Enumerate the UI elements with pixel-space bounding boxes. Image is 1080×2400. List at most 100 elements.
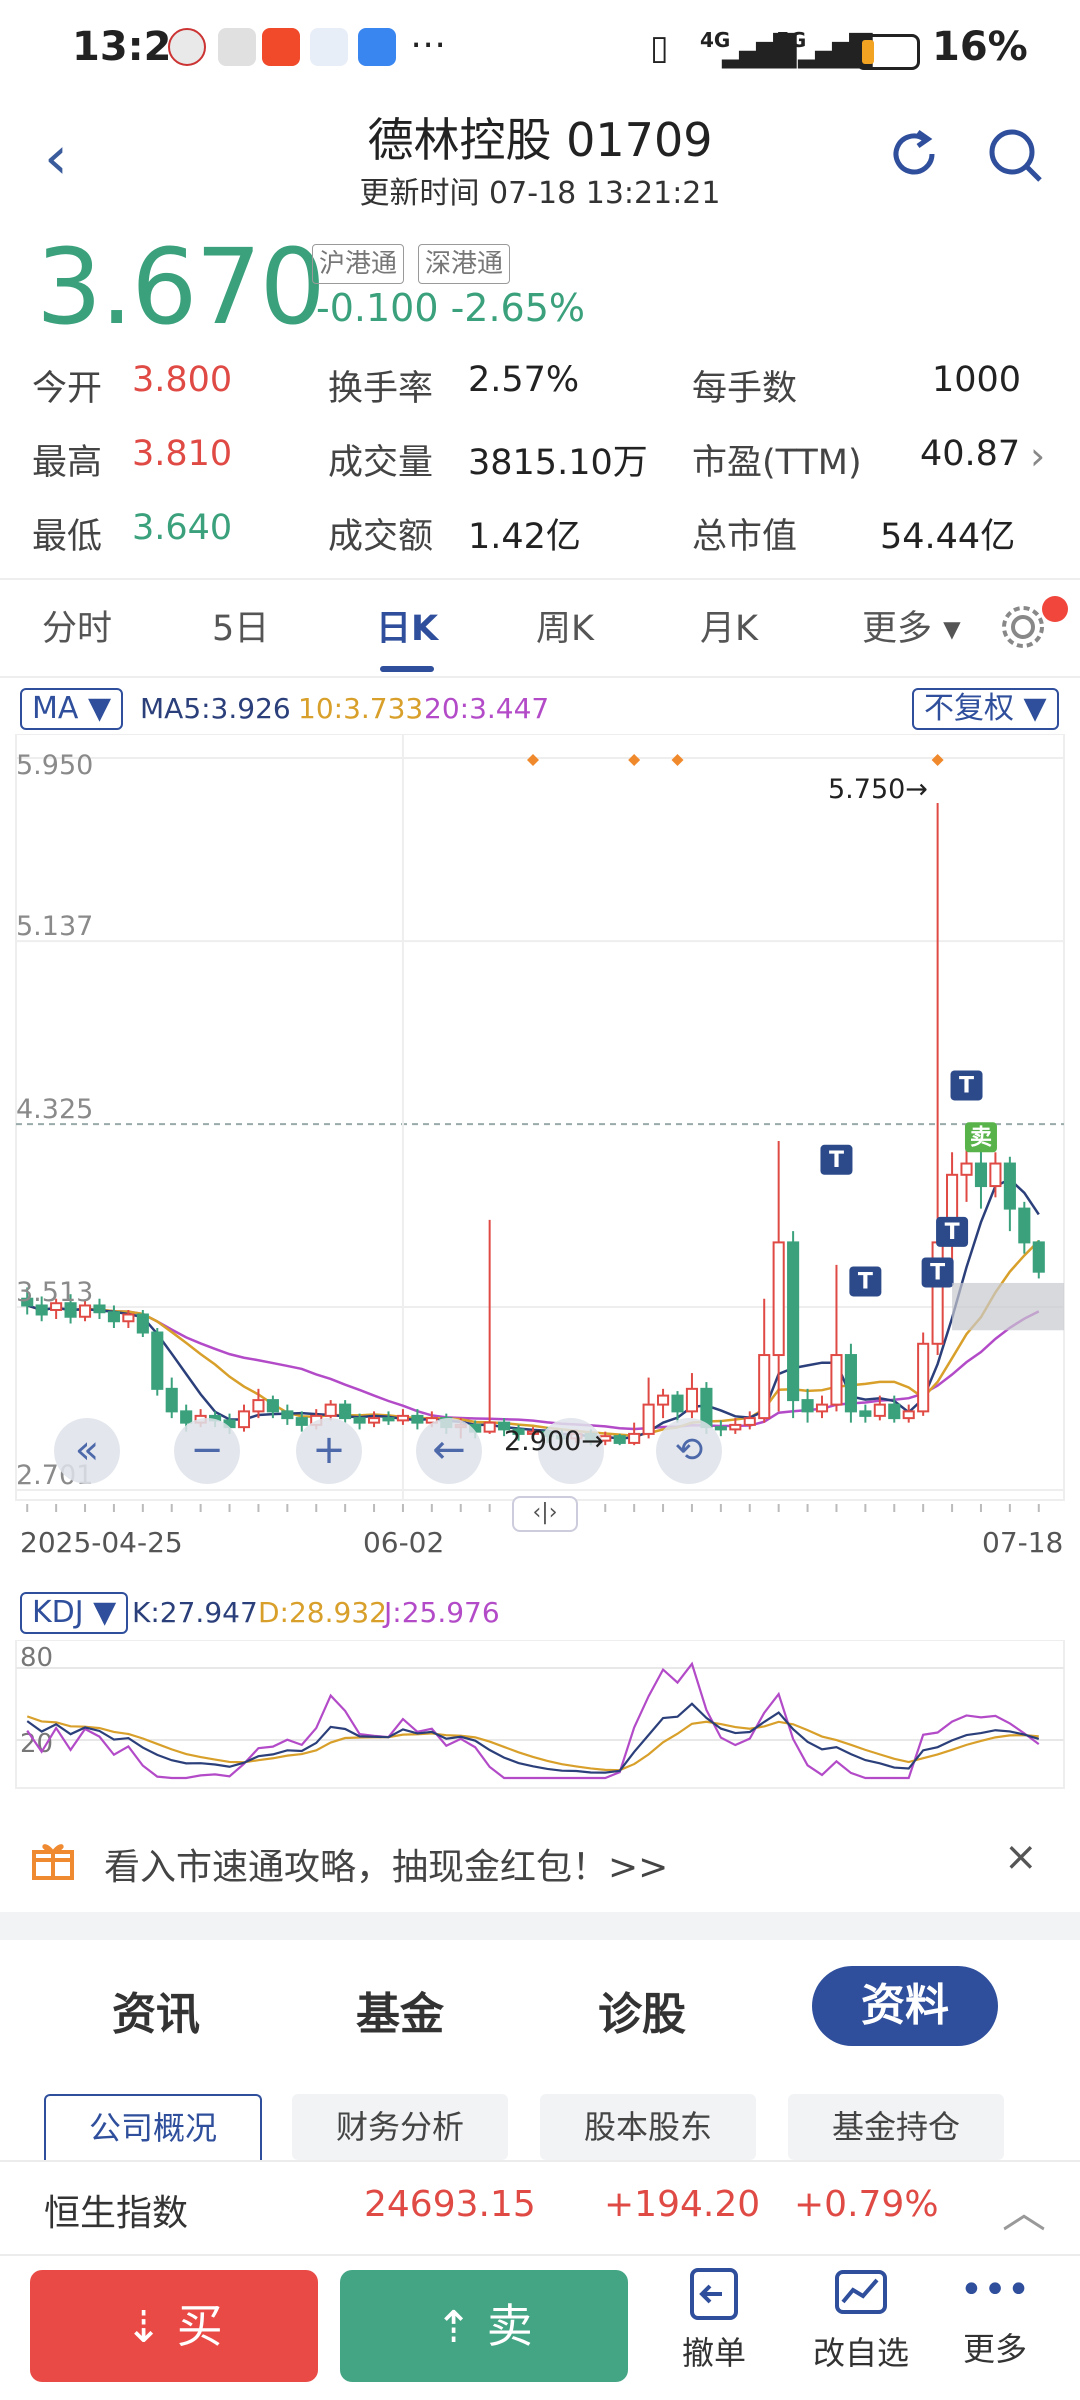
buy-button[interactable]: ⇣ 买 xyxy=(30,2270,318,2382)
candle-body xyxy=(642,1403,655,1435)
search-icon[interactable] xyxy=(984,124,1048,188)
candle-body xyxy=(382,1417,395,1422)
subtab-company-overview[interactable]: 公司概况 xyxy=(44,2094,262,2160)
tab-more[interactable]: 更多 ▾ xyxy=(862,609,961,649)
tab-intraday[interactable]: 分时 xyxy=(42,609,113,649)
candle-body xyxy=(888,1403,901,1420)
chevron-up-icon[interactable]: ︿ xyxy=(1002,2187,1046,2238)
stat-low-label: 最低 xyxy=(32,517,103,557)
index-change-pct: +0.79% xyxy=(794,2184,939,2225)
kdj-k-line xyxy=(26,1702,1040,1774)
promo-banner[interactable]: 看入市速通攻略，抽现金红包！>> × xyxy=(0,1810,1080,1910)
more-button[interactable]: ••• 更多 xyxy=(940,2264,1050,2384)
candle-body xyxy=(873,1403,886,1417)
indicator-select[interactable]: MA ▼ xyxy=(20,688,124,730)
candle-body xyxy=(859,1410,872,1417)
candle-body xyxy=(830,1354,843,1406)
kdj-j-value: J:25.976 xyxy=(384,1596,500,1629)
kdj-select[interactable]: KDJ ▼ xyxy=(20,1592,129,1634)
t-badge xyxy=(936,1216,969,1247)
badge-label: T xyxy=(829,1148,844,1173)
first-page-button[interactable]: « xyxy=(54,1418,120,1484)
tab-fund[interactable]: 基金 xyxy=(356,1989,444,2040)
edit-watchlist-label: 改自选 xyxy=(812,2334,909,2372)
low-marker-button[interactable] xyxy=(538,1418,604,1484)
adjust-select[interactable]: 不复权 ▼ xyxy=(912,688,1059,730)
stat-marketcap-label: 总市值 xyxy=(692,517,798,557)
update-time: 更新时间 07-18 13:21:21 xyxy=(359,176,721,211)
y-tick-label: 5.950 xyxy=(16,750,93,781)
kdj-k-value: K:27.947 xyxy=(132,1596,258,1629)
app-icon-grid xyxy=(310,28,348,66)
tab-monthly-k[interactable]: 月K xyxy=(700,609,758,649)
rotate-screen-button[interactable]: ⟲ xyxy=(656,1418,722,1484)
candle-body xyxy=(729,1423,742,1431)
stat-pe-value: 40.87 xyxy=(920,434,1021,474)
ma5-value: MA5:3.926 xyxy=(140,692,291,725)
candle-body xyxy=(526,1430,540,1435)
t-badge xyxy=(950,1070,983,1101)
status-bar: 13:21 ⋯ ▯ 4G ▂▄▆█ 5G ▂▄▆█ 16% xyxy=(0,0,1080,100)
section-gap xyxy=(0,1912,1080,1940)
candle-body xyxy=(960,1162,973,1176)
divider xyxy=(0,676,1080,678)
more-dots-icon: ••• xyxy=(959,2267,1031,2313)
more-label: 更多 xyxy=(962,2330,1027,2368)
expand-stats-icon[interactable]: › xyxy=(1030,434,1046,478)
stock-title: 德林控股 01709 xyxy=(367,113,713,167)
cancel-order-button[interactable]: 撤单 xyxy=(664,2264,764,2384)
candle-body xyxy=(1003,1162,1016,1210)
stat-open-label: 今开 xyxy=(32,369,103,409)
candle-body xyxy=(787,1241,800,1402)
promo-text: 看入市速通攻略，抽现金红包！>> xyxy=(104,1847,669,1888)
stat-lot-value: 1000 xyxy=(932,360,1022,400)
subtab-shareholders[interactable]: 股本股东 xyxy=(540,2094,756,2160)
tag-shanghai-connect: 沪港通 xyxy=(312,244,405,284)
notification-dot xyxy=(1042,596,1068,622)
subtab-fund-holdings[interactable]: 基金持仓 xyxy=(788,2094,1004,2160)
cost-band xyxy=(952,1282,1064,1331)
sell-button[interactable]: ⇡ 卖 xyxy=(340,2270,628,2382)
candle-body xyxy=(64,1302,77,1318)
badge-label: T xyxy=(959,1073,974,1098)
tab-news[interactable]: 资讯 xyxy=(112,1989,200,2040)
index-ticker-bar[interactable]: 恒生指数 24693.15 +194.20 +0.79% ︿ xyxy=(0,2160,1080,2256)
kdj-chart[interactable]: 80 20 xyxy=(0,1640,1080,1790)
stat-amount-label: 成交额 xyxy=(328,517,434,557)
back-button[interactable]: ‹ xyxy=(44,123,68,193)
tab-5day[interactable]: 5日 xyxy=(212,609,270,649)
index-value: 24693.15 xyxy=(364,2184,536,2225)
zoom-out-button[interactable]: − xyxy=(174,1418,240,1484)
kdj-d-value: D:28.932 xyxy=(258,1596,387,1629)
t-badge xyxy=(849,1266,882,1297)
candle-body xyxy=(1032,1241,1045,1273)
high-price-label: 5.750→ xyxy=(828,774,928,805)
stat-marketcap-value: 54.44亿 xyxy=(880,517,1016,557)
settings-gear-icon[interactable] xyxy=(998,602,1048,652)
refresh-icon[interactable] xyxy=(884,124,944,184)
y-tick-label: 5.137 xyxy=(16,911,93,942)
signal-4g-label: 4G xyxy=(700,28,731,52)
chart-scroll-handle[interactable]: ‹|› xyxy=(512,1496,578,1532)
close-icon[interactable]: × xyxy=(1004,1834,1038,1880)
subtab-financial-analysis[interactable]: 财务分析 xyxy=(292,2094,508,2160)
kdj-j-line xyxy=(26,1661,1040,1780)
tab-diagnosis[interactable]: 诊股 xyxy=(598,1989,686,2040)
tab-weekly-k[interactable]: 周K xyxy=(536,609,594,649)
tab-profile[interactable]: 资料 xyxy=(812,1966,998,2046)
app-icon-taobao xyxy=(262,28,300,66)
candle-body xyxy=(151,1331,164,1390)
scroll-back-button[interactable]: ← xyxy=(416,1418,482,1484)
divider xyxy=(0,578,1080,580)
candle-body xyxy=(989,1162,1002,1188)
stat-high-value: 3.810 xyxy=(132,434,233,474)
edit-watchlist-button[interactable]: 改自选 xyxy=(796,2264,926,2384)
ma20-line xyxy=(26,1304,1040,1431)
low-price-label: 2.900→ xyxy=(504,1426,604,1457)
tab-daily-k[interactable]: 日K xyxy=(376,609,439,649)
zoom-in-button[interactable]: + xyxy=(296,1418,362,1484)
badge-label: 卖 xyxy=(970,1124,992,1150)
candle-body xyxy=(902,1410,915,1420)
battery-icon xyxy=(856,34,920,70)
stat-open-value: 3.800 xyxy=(132,360,233,400)
